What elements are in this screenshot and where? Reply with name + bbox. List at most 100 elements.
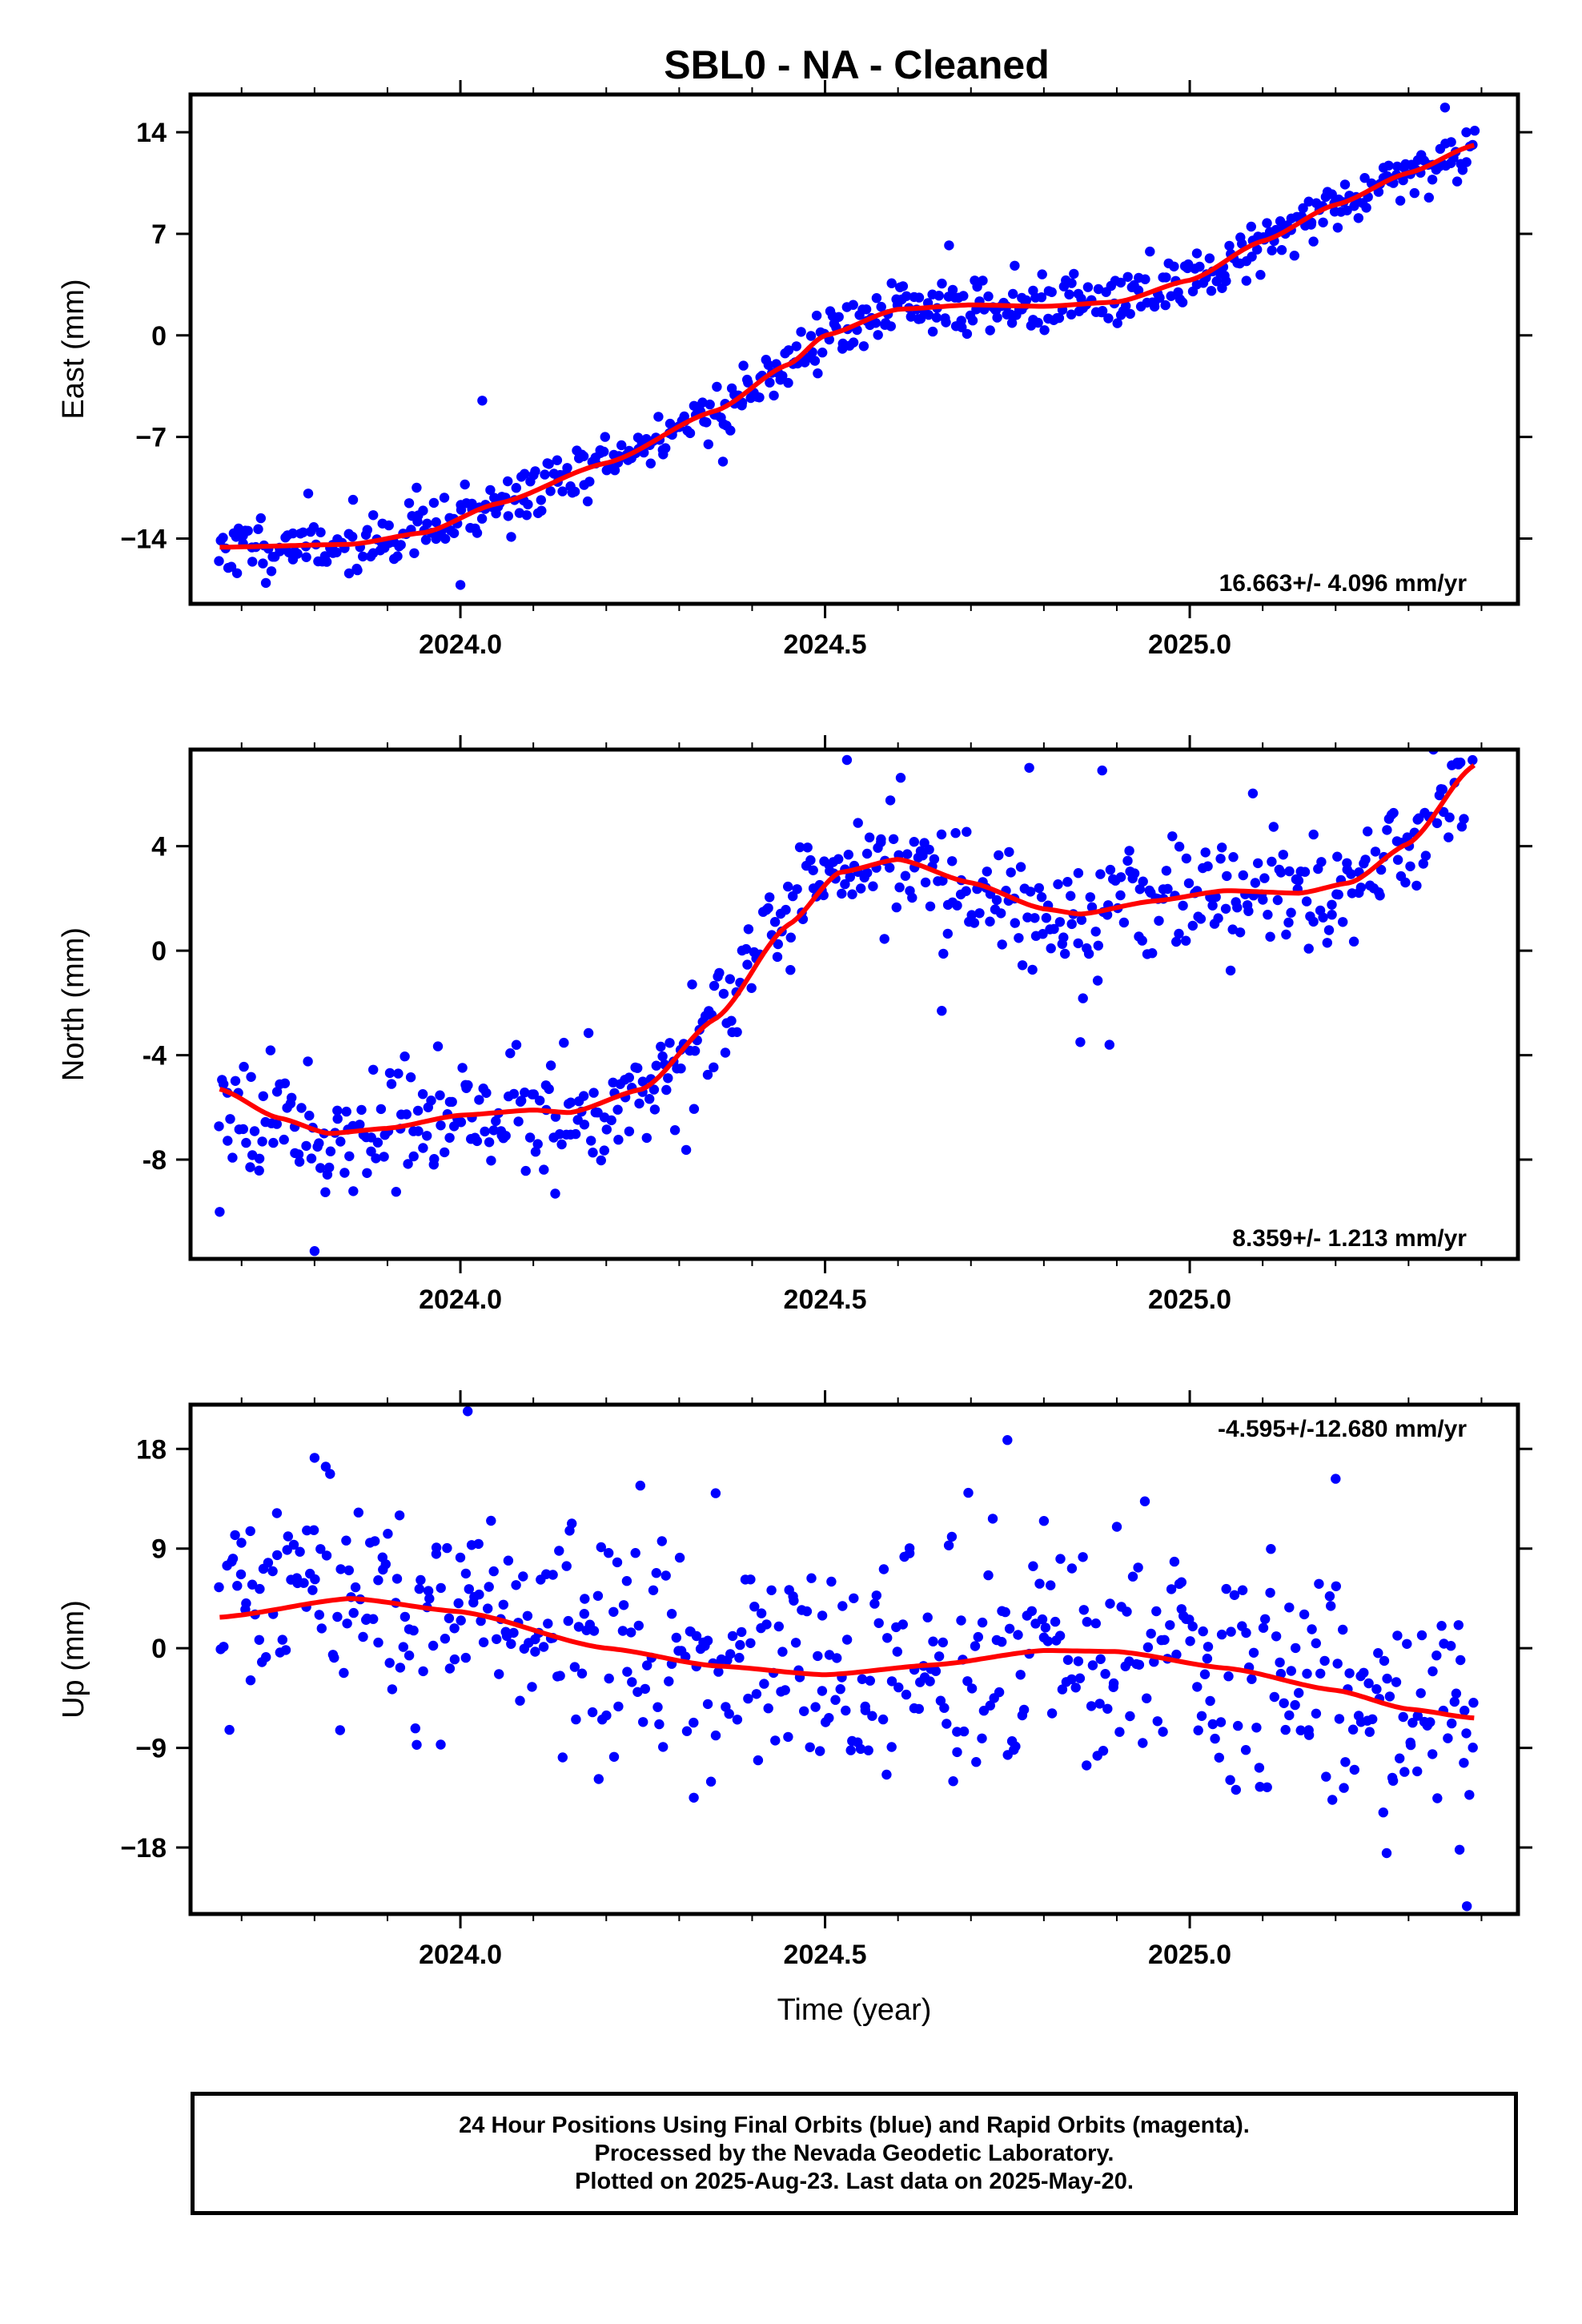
- data-point: [913, 292, 925, 303]
- data-point: [1133, 285, 1144, 296]
- data-point: [1181, 853, 1192, 864]
- data-point: [732, 1027, 742, 1038]
- data-point: [1147, 948, 1158, 959]
- data-point: [1456, 1655, 1466, 1666]
- data-point: [950, 828, 961, 838]
- data-point: [424, 1594, 435, 1604]
- data-point: [325, 1469, 335, 1479]
- data-point: [559, 1037, 569, 1048]
- data-point: [952, 1727, 962, 1737]
- data-point: [1004, 1623, 1015, 1634]
- data-point: [447, 1096, 457, 1108]
- data-point: [1284, 1602, 1295, 1613]
- data-point: [1373, 1648, 1383, 1659]
- data-point: [412, 482, 422, 493]
- data-point: [985, 916, 995, 927]
- data-point: [1097, 765, 1107, 776]
- data-point: [225, 1114, 235, 1124]
- data-point: [1338, 917, 1348, 927]
- data-point: [583, 1027, 594, 1039]
- data-point: [939, 1703, 950, 1713]
- data-point: [214, 1121, 224, 1132]
- data-point: [777, 1647, 788, 1657]
- data-point: [1241, 1627, 1251, 1638]
- data-point: [1216, 1629, 1227, 1640]
- data-point: [1092, 975, 1103, 986]
- data-point: [1275, 1657, 1285, 1668]
- data-point: [1454, 1844, 1465, 1855]
- footer-line-1: 24 Hour Positions Using Final Orbits (bl…: [459, 2112, 1250, 2138]
- data-point: [1115, 872, 1126, 883]
- data-point: [1200, 847, 1211, 858]
- data-point: [616, 440, 627, 451]
- data-point: [301, 1140, 311, 1152]
- data-point: [506, 532, 516, 542]
- data-point: [1054, 1630, 1066, 1641]
- data-point: [1461, 157, 1472, 167]
- data-point: [1210, 1733, 1220, 1744]
- data-point: [563, 1615, 573, 1626]
- data-point: [394, 1510, 405, 1521]
- rate-label: -4.595+/-12.680 mm/yr: [1218, 1416, 1467, 1442]
- data-point: [1263, 910, 1273, 920]
- data-point: [1323, 925, 1335, 935]
- data-point: [1461, 1728, 1472, 1739]
- data-point: [967, 316, 978, 326]
- data-point: [664, 1676, 674, 1687]
- data-point: [1021, 295, 1032, 306]
- data-point: [230, 1530, 240, 1541]
- data-point: [1205, 1695, 1215, 1707]
- data-point: [567, 1518, 577, 1529]
- data-point: [348, 1607, 359, 1618]
- data-point: [1281, 929, 1291, 940]
- data-point: [332, 1105, 343, 1116]
- data-point: [1054, 312, 1065, 324]
- data-point: [1229, 1590, 1240, 1601]
- data-point: [826, 1576, 837, 1587]
- data-point: [588, 1088, 599, 1098]
- data-point: [1095, 869, 1106, 879]
- north-panel: 2024.0 2024.5 2025.0 -8 -4 0 4 North (mm) 8.359+…: [57, 735, 1532, 1315]
- data-point: [805, 331, 817, 341]
- data-point: [400, 1611, 411, 1622]
- data-point: [1387, 1775, 1399, 1786]
- data-point: [412, 1739, 422, 1750]
- data-point: [997, 939, 1007, 950]
- data-point: [1093, 283, 1104, 295]
- data-point: [1074, 1673, 1086, 1683]
- data-point: [982, 866, 993, 877]
- data-point: [255, 513, 266, 524]
- data-point: [1361, 203, 1371, 213]
- data-point: [444, 1132, 455, 1144]
- data-point: [294, 1156, 305, 1167]
- data-point: [1215, 1717, 1227, 1727]
- data-point: [1138, 876, 1148, 887]
- data-point: [709, 980, 720, 991]
- data-point: [530, 1147, 541, 1157]
- data-point: [1221, 275, 1231, 287]
- data-point: [472, 528, 483, 538]
- data-point: [892, 1647, 903, 1657]
- data-point: [1238, 870, 1249, 881]
- plot-frame: [188, 92, 1520, 606]
- data-point: [1322, 938, 1333, 948]
- data-point: [749, 1602, 760, 1612]
- data-point: [1002, 1435, 1013, 1445]
- data-point: [1431, 818, 1443, 829]
- data-point: [1371, 1684, 1382, 1695]
- data-point: [905, 312, 917, 322]
- x-tick-label: 2024.0: [419, 1940, 502, 1970]
- data-point: [937, 1006, 947, 1016]
- data-point: [710, 1730, 721, 1741]
- data-point: [1202, 1653, 1213, 1664]
- data-point: [604, 1548, 614, 1558]
- data-point: [302, 1525, 312, 1536]
- data-point: [1276, 245, 1287, 255]
- data-point: [1373, 187, 1384, 197]
- data-point: [763, 1703, 773, 1714]
- data-point: [1444, 812, 1455, 822]
- data-point: [586, 1136, 596, 1146]
- data-point: [1049, 923, 1059, 935]
- data-point: [1115, 277, 1126, 288]
- data-point: [420, 535, 432, 545]
